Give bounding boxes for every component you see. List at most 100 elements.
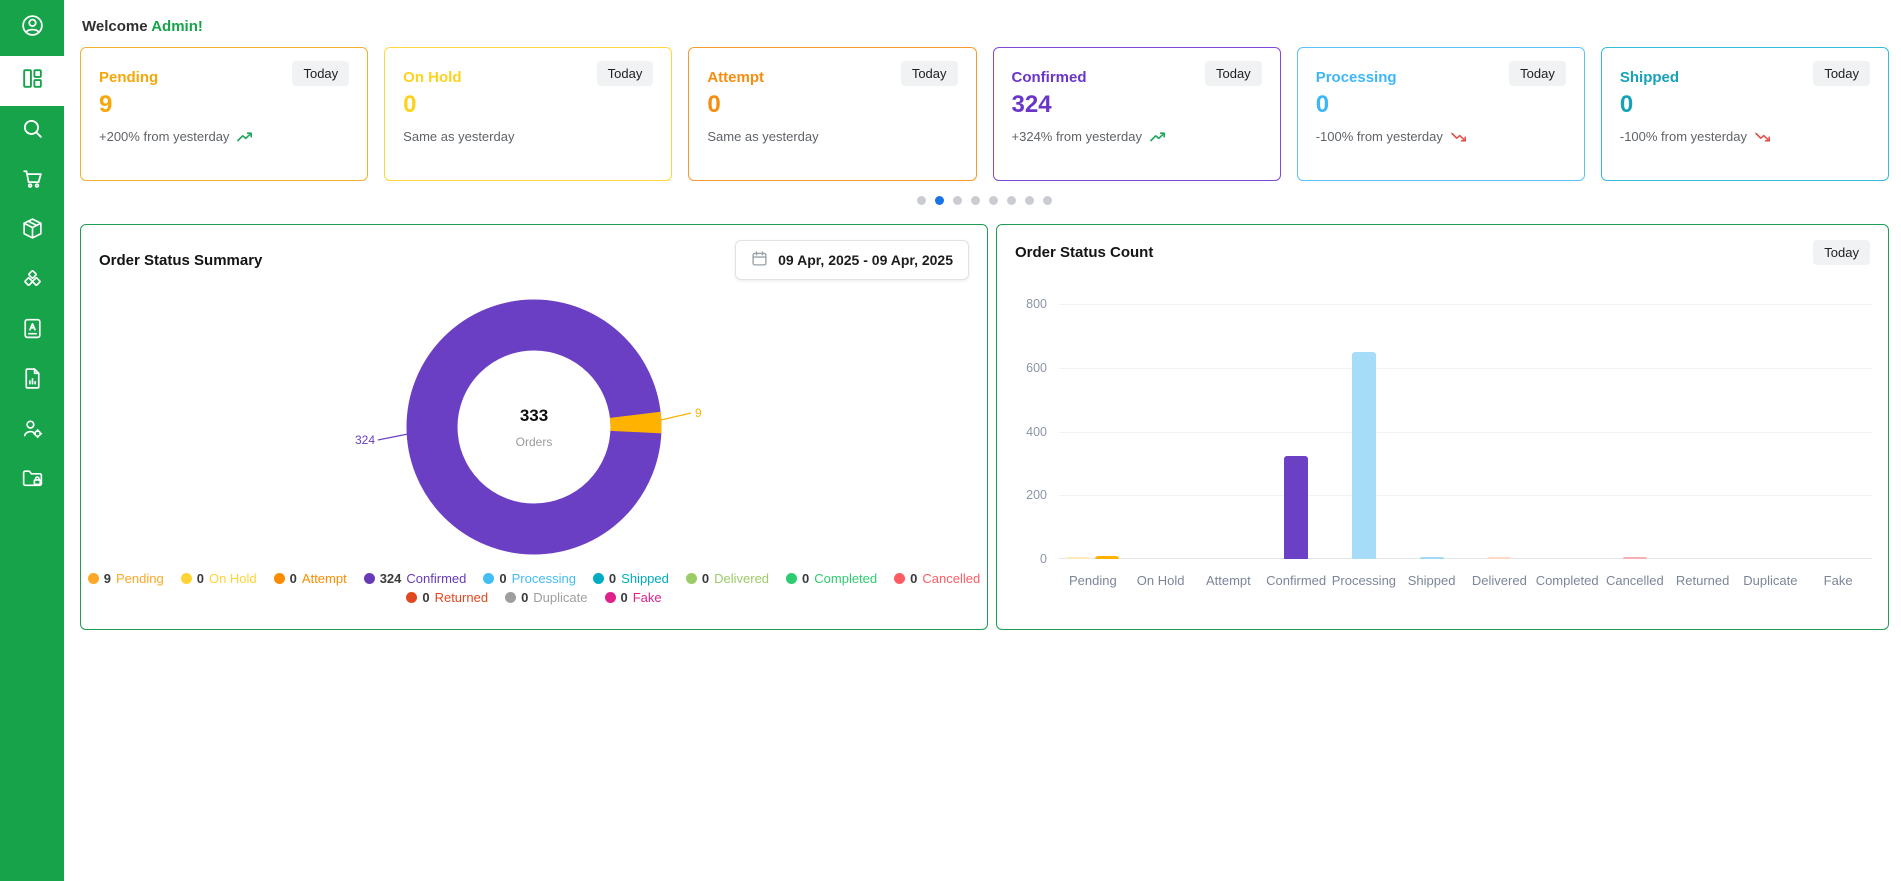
status-cards-row: Pending Today 9 +200% from yesterday On … — [80, 47, 1890, 181]
donut-chart: 324 9 333 Orders — [344, 287, 724, 567]
date-range-picker[interactable]: 09 Apr, 2025 - 09 Apr, 2025 — [735, 240, 969, 280]
x-axis-label: Shipped — [1407, 573, 1456, 588]
welcome-message: Welcome Admin! — [80, 12, 1889, 47]
sidebar-item-user-management[interactable] — [0, 406, 64, 456]
card-value: 9 — [99, 91, 113, 118]
y-axis-tick: 400 — [1026, 424, 1047, 439]
legend-item-processing[interactable]: 0 Processing — [483, 571, 576, 586]
card-title: Pending — [99, 69, 159, 86]
cart-icon — [20, 166, 45, 196]
donut-callout-pending: 9 — [695, 406, 702, 420]
bar-slot-delivered — [1466, 304, 1534, 559]
panel-title: Order Status Count — [1015, 244, 1154, 261]
bar-slot-shipped — [1398, 304, 1466, 559]
legend-item-returned[interactable]: 0 Returned — [406, 590, 488, 605]
legend-item-shipped[interactable]: 0 Shipped — [592, 571, 669, 586]
sidebar-item-secure-files[interactable] — [0, 456, 64, 506]
today-badge[interactable]: Today — [1813, 240, 1870, 265]
gridline — [1059, 431, 1872, 433]
donut-segment-confirmed — [406, 299, 662, 555]
order-status-summary-panel: Order Status Summary 09 Apr, 2025 - 09 A… — [80, 224, 988, 630]
sidebar-item-orders[interactable] — [0, 156, 64, 206]
bar-pending — [1095, 556, 1120, 559]
gridline — [1059, 304, 1872, 305]
card-value: 0 — [707, 91, 721, 118]
sidebar-item-products[interactable] — [0, 206, 64, 256]
bar-slot-attempt — [1195, 304, 1263, 559]
carousel-dot[interactable] — [1007, 196, 1016, 205]
today-badge[interactable]: Today — [1204, 61, 1262, 86]
x-axis-label: Processing — [1331, 573, 1397, 588]
sidebar-item-contacts[interactable] — [0, 306, 64, 356]
today-badge[interactable]: Today — [900, 61, 958, 86]
today-badge[interactable]: Today — [596, 61, 654, 86]
trend-down-icon — [1451, 131, 1468, 143]
legend-item-completed[interactable]: 0 Completed — [786, 571, 877, 586]
carousel-dots — [80, 196, 1889, 205]
bar-shipped — [1419, 556, 1444, 559]
legend-dot — [180, 573, 192, 584]
cubes-icon — [20, 266, 45, 296]
x-axis-label: Confirmed — [1266, 573, 1327, 588]
package-icon — [20, 216, 45, 246]
legend-item-on-hold[interactable]: 0 On Hold — [180, 571, 257, 586]
card-change: +200% from yesterday — [99, 129, 349, 144]
legend-dot — [406, 592, 418, 603]
bar-slot-confirmed — [1262, 304, 1330, 559]
today-badge[interactable]: Today — [1813, 61, 1871, 86]
legend-dot — [894, 573, 906, 584]
carousel-dot[interactable] — [1043, 196, 1052, 205]
legend-item-pending[interactable]: 9 Pending — [87, 571, 164, 586]
x-axis-label: Fake — [1823, 573, 1853, 588]
bar-delivered — [1487, 556, 1512, 559]
today-badge[interactable]: Today — [1509, 61, 1566, 86]
y-axis-tick: 0 — [1040, 552, 1047, 566]
sidebar-item-search[interactable] — [0, 106, 64, 156]
user-circle-icon — [20, 13, 45, 43]
carousel-dot[interactable] — [971, 196, 980, 205]
x-axis-label: Cancelled — [1605, 573, 1664, 588]
card-title: Attempt — [707, 69, 765, 86]
legend-dot — [592, 573, 604, 584]
today-badge[interactable]: Today — [292, 61, 350, 86]
folder-lock-icon — [20, 466, 45, 496]
donut-segment-pending — [406, 299, 662, 555]
bar-processing — [1351, 351, 1376, 559]
calendar-icon — [751, 250, 768, 270]
legend-item-attempt[interactable]: 0 Attempt — [273, 571, 347, 586]
carousel-dot[interactable] — [1025, 196, 1034, 205]
card-title: On Hold — [403, 69, 462, 86]
sidebar-item-profile[interactable] — [0, 0, 64, 56]
bar-slot-returned — [1669, 304, 1737, 559]
sidebar-item-inventory[interactable] — [0, 256, 64, 306]
sidebar-item-dashboard[interactable] — [0, 56, 64, 106]
trend-down-icon — [1755, 131, 1772, 143]
carousel-dot[interactable] — [953, 196, 962, 205]
status-card-attempt: Attempt Today 0 Same as yesterday — [688, 47, 977, 181]
legend-dot — [685, 573, 697, 584]
card-change: +324% from yesterday — [1012, 129, 1262, 144]
y-axis-tick: 600 — [1026, 360, 1047, 375]
card-title: Processing — [1315, 69, 1397, 86]
carousel-dot[interactable] — [917, 196, 926, 205]
x-axis-label: On Hold — [1136, 573, 1185, 588]
sidebar — [0, 0, 64, 881]
card-change: Same as yesterday — [707, 129, 819, 144]
x-axis-label: Attempt — [1205, 573, 1251, 588]
legend-item-confirmed[interactable]: 324 Confirmed — [363, 571, 466, 586]
carousel-dot[interactable] — [935, 196, 944, 205]
carousel-dot[interactable] — [989, 196, 998, 205]
status-card-on-hold: On Hold Today 0 Same as yesterday — [384, 47, 673, 181]
sidebar-item-reports[interactable] — [0, 356, 64, 406]
x-axis-label: Delivered — [1471, 573, 1527, 588]
status-card-pending: Pending Today 9 +200% from yesterday — [80, 47, 369, 181]
legend-item-cancelled[interactable]: 0 Cancelled — [894, 571, 980, 586]
legend-item-fake[interactable]: 0 Fake — [604, 590, 662, 605]
bar-pending — [1066, 557, 1091, 559]
legend-item-duplicate[interactable]: 0 Duplicate — [505, 590, 588, 605]
status-card-confirmed: Confirmed Today 324 +324% from yesterday — [992, 47, 1281, 181]
legend-item-delivered[interactable]: 0 Delivered — [685, 571, 769, 586]
bar-slot-processing — [1330, 304, 1398, 559]
bar-confirmed — [1284, 455, 1309, 559]
bar-slot-pending — [1059, 304, 1127, 559]
